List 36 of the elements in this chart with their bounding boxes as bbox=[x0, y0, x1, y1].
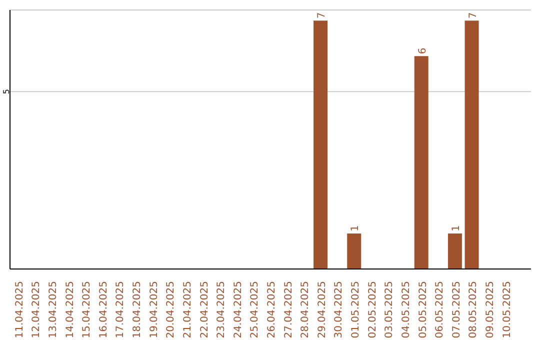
x-tick-label: 08.05.2025 bbox=[468, 281, 480, 338]
x-tick-label: 16.04.2025 bbox=[98, 281, 110, 338]
x-tick-label: 19.04.2025 bbox=[148, 281, 160, 338]
x-tick-label: 26.04.2025 bbox=[266, 281, 278, 338]
x-tick-label: 03.05.2025 bbox=[384, 281, 396, 338]
x-tick-label: 28.04.2025 bbox=[300, 281, 312, 338]
x-tick-label: 27.04.2025 bbox=[283, 281, 294, 338]
x-tick-label: 04.05.2025 bbox=[400, 281, 412, 338]
data-label: 6 bbox=[417, 48, 428, 54]
x-tick-label: 23.04.2025 bbox=[216, 281, 228, 338]
x-tick-label: 20.04.2025 bbox=[166, 281, 177, 338]
x-tick-label: 15.04.2025 bbox=[82, 281, 93, 338]
x-tick-label: 29.04.2025 bbox=[316, 281, 328, 338]
x-tick-label: 18.04.2025 bbox=[132, 281, 144, 338]
x-tick-label: 09.05.2025 bbox=[484, 281, 496, 338]
x-tick-label: 17.04.2025 bbox=[115, 281, 126, 338]
x-tick-label: 14.04.2025 bbox=[64, 281, 76, 338]
x-tick-label: 10.05.2025 bbox=[502, 281, 513, 338]
x-tick-label: 12.04.2025 bbox=[31, 281, 42, 338]
x-tick-label: 21.04.2025 bbox=[182, 281, 194, 338]
data-label: 7 bbox=[316, 12, 328, 19]
data-label: 7 bbox=[468, 12, 479, 19]
x-tick-label: 24.04.2025 bbox=[232, 281, 244, 338]
x-tick-label: 06.05.2025 bbox=[434, 281, 446, 338]
x-tick-label: 22.04.2025 bbox=[199, 281, 210, 338]
x-tick-label: 07.05.2025 bbox=[451, 281, 462, 338]
data-label: 1 bbox=[450, 225, 462, 232]
data-label: 1 bbox=[350, 225, 362, 232]
x-tick-label: 02.05.2025 bbox=[367, 281, 378, 338]
x-tick-label: 01.05.2025 bbox=[350, 281, 362, 338]
x-tick-label: 25.04.2025 bbox=[250, 281, 261, 338]
x-tick-label: 05.05.2025 bbox=[418, 281, 429, 338]
x-tick-label: 13.04.2025 bbox=[48, 281, 60, 338]
y-tick-label: 5 bbox=[2, 89, 11, 94]
x-tick-label: 11.04.2025 bbox=[14, 281, 26, 338]
x-tick-label: 30.04.2025 bbox=[334, 281, 345, 338]
